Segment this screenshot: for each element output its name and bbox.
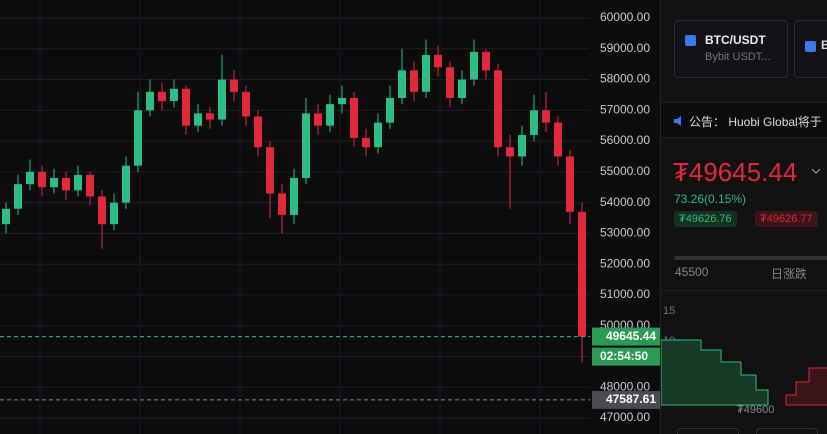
candle-body (254, 116, 262, 148)
candle-body (290, 178, 298, 215)
candle-body (566, 156, 574, 212)
candle-body (266, 147, 274, 194)
candle-body (98, 196, 106, 225)
candle-body (182, 88, 190, 126)
checkbox[interactable] (685, 35, 696, 46)
candle-body (302, 113, 310, 178)
candle-body (518, 134, 526, 157)
y-tick-label: 51000.00 (600, 287, 650, 301)
countdown: 02:54:50 (600, 349, 648, 363)
candle-body (542, 110, 550, 123)
candle-body (86, 174, 94, 197)
candle-body (38, 171, 46, 188)
pair-name: B (821, 38, 827, 52)
candle-body (446, 67, 454, 98)
divider (661, 290, 827, 291)
depth-tick: 15 (663, 305, 676, 317)
candle-body (374, 122, 382, 148)
candle-body (218, 79, 226, 120)
candle-body (314, 113, 322, 126)
candle-body (350, 98, 358, 138)
candle-body (194, 113, 202, 126)
y-tick-label: 60000.00 (600, 10, 650, 24)
candle-body (62, 178, 70, 191)
candle-body (482, 51, 490, 71)
price-tag-label: 47587.61 (606, 392, 656, 406)
candle-body (50, 178, 58, 188)
y-tick-label: 53000.00 (600, 226, 650, 240)
candle-body (74, 174, 82, 191)
announcement: 公告： Huobi Global将于 (689, 115, 822, 129)
candle-body (326, 104, 334, 126)
y-tick-label: 58000.00 (600, 72, 650, 86)
y-tick-label: 59000.00 (600, 41, 650, 55)
side-panel: BTC/USDT Bybit USDT... B 公告： Huobi Globa… (660, 0, 827, 434)
candle-body (398, 70, 406, 98)
y-tick-label: 56000.00 (600, 133, 650, 147)
bid-price: ₮49626.76 (674, 211, 737, 227)
candle-body (458, 79, 466, 98)
candle-body (242, 91, 250, 117)
candle-body (206, 113, 214, 120)
candle-chart: 47000.0048000.0049000.0050000.0051000.00… (0, 0, 660, 434)
candle-body (434, 54, 442, 68)
y-tick-label: 52000.00 (600, 256, 650, 270)
y-tick-label: 57000.00 (600, 102, 650, 116)
pair-name: BTC/USDT (705, 33, 766, 47)
slider[interactable] (674, 256, 827, 260)
price-tag (592, 327, 660, 346)
candle-body (230, 79, 238, 92)
chevron[interactable] (811, 168, 821, 176)
price-tag-label: 49645.44 (606, 329, 656, 343)
candle-body (422, 54, 430, 92)
y-tick-label: 48000.00 (600, 379, 650, 393)
candle-body (14, 184, 22, 209)
daily-change-label: 日涨跌 (771, 267, 808, 281)
pair-exchange: Bybit USDT... (705, 51, 771, 63)
speaker-icon (674, 116, 681, 126)
candle-body (554, 122, 562, 157)
candle-body (494, 70, 502, 148)
price-tag (592, 390, 660, 409)
y-tick-label: 55000.00 (600, 164, 650, 178)
candle-body (2, 208, 10, 225)
depth-chart (661, 339, 827, 406)
candle-body (158, 91, 166, 102)
candle-body (530, 110, 538, 135)
countdown-tag (592, 347, 660, 366)
card-edge (756, 428, 818, 434)
checkbox[interactable] (805, 41, 816, 52)
price-change: 73.26(0.15%) (674, 192, 747, 206)
y-tick-label: 54000.00 (600, 195, 650, 209)
slider-value: 45500 (675, 265, 709, 279)
candle-body (278, 193, 286, 215)
pair-card[interactable]: BTC/USDT Bybit USDT... (674, 20, 788, 78)
candle-body (362, 138, 370, 148)
candle-body (146, 91, 154, 111)
candle-body (578, 211, 586, 337)
candle-body (470, 51, 478, 80)
card-edge (677, 428, 739, 434)
candle-body (110, 202, 118, 225)
last-price: ₮49645.44 (673, 157, 798, 187)
y-tick-label: 47000.00 (600, 410, 650, 424)
depth-price: ₮49600 (737, 404, 775, 416)
candle-body (410, 70, 418, 92)
announcement-bar[interactable]: 公告： Huobi Global将于 (661, 102, 827, 138)
pair-card[interactable]: B (794, 20, 827, 78)
candle-body (170, 88, 178, 102)
candle-body (122, 165, 130, 203)
candle-body (386, 98, 394, 123)
ask-price: ₮49626.77 (755, 211, 818, 227)
candle-body (338, 98, 346, 105)
candle-body (26, 171, 34, 185)
candle-body (506, 147, 514, 157)
candle-body (134, 110, 142, 166)
